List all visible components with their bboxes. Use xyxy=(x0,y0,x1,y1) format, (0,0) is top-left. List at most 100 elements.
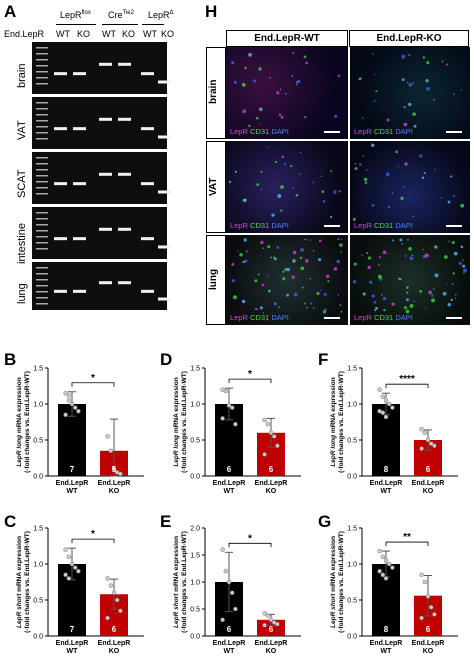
data-point xyxy=(229,405,235,410)
y-tick-label: 0.0 xyxy=(347,634,357,641)
data-point xyxy=(275,621,280,627)
x-tick-label: End.LepR xyxy=(213,480,246,487)
data-point xyxy=(108,448,114,454)
micro-image-vat-wt: LepR CD31 DAPI xyxy=(226,141,348,233)
y-tick-label: 0.5 xyxy=(190,438,200,445)
n-label: 8 xyxy=(384,465,389,474)
significance-bracket xyxy=(71,538,115,544)
data-point xyxy=(262,452,267,457)
gel-lane-label: WT xyxy=(56,29,70,39)
data-point xyxy=(72,405,78,410)
data-point xyxy=(419,446,424,451)
data-point xyxy=(262,611,267,616)
data-point xyxy=(118,608,123,614)
chart-B: 0.0 0.5 1.0 1.5 LepR long mRNA expression (-f… xyxy=(16,366,144,495)
y-tick-label: 0.0 xyxy=(190,634,200,641)
y-tick-label: 1.5 xyxy=(347,526,357,533)
panel-letter-f: F xyxy=(318,350,329,369)
n-label: 7 xyxy=(70,465,75,474)
y-tick-label: 0.5 xyxy=(33,438,43,445)
data-point xyxy=(386,561,392,567)
y-axis-label-2: (-fold changes vs. End.LepR-WT) xyxy=(181,371,188,473)
y-tick-label: 0.0 xyxy=(190,474,200,481)
data-point xyxy=(377,568,382,574)
y-tick-label: 2.0 xyxy=(190,526,200,533)
x-tick-label: KO xyxy=(423,488,434,495)
x-tick-label: End.LepR xyxy=(213,640,246,647)
y-tick-label: 1.0 xyxy=(347,402,357,409)
data-point xyxy=(390,565,395,570)
y-tick-label: 1.0 xyxy=(190,402,200,409)
x-tick-label: End.LepR xyxy=(370,480,403,487)
y-tick-label: 0.5 xyxy=(33,598,43,605)
data-point xyxy=(380,394,386,400)
x-tick-label: WT xyxy=(67,648,79,655)
gel-lane-label: KO xyxy=(161,29,175,39)
data-point xyxy=(114,597,120,603)
data-point xyxy=(223,388,229,394)
data-point xyxy=(226,403,232,408)
n-label: 6 xyxy=(426,465,431,474)
n-label: 6 xyxy=(112,625,117,634)
data-point xyxy=(226,579,232,585)
gel-group-header-1: LepRflox xyxy=(60,10,91,20)
y-tick-label: 0.5 xyxy=(347,438,357,445)
y-axis-label: LepR long mRNA expression xyxy=(16,377,23,466)
micro-column-header-wt: End.LepR-WT xyxy=(226,30,348,47)
x-tick-label: End.LepR xyxy=(370,640,403,647)
micro-image-brain-ko: LepR CD31 DAPI xyxy=(350,47,470,139)
gel-lane-label: WT xyxy=(102,29,116,39)
x-tick-label: WT xyxy=(67,488,79,495)
data-point xyxy=(76,568,81,574)
micro-image-brain-wt: LepR CD31 DAPI xyxy=(226,47,348,139)
data-point xyxy=(105,615,110,621)
chart-F: 0.0 0.5 1.0 1.5 LepR long mRNA expression (-f… xyxy=(330,366,458,495)
y-axis-label-2: (-fold changes vs. End.LepR-WT) xyxy=(24,371,31,473)
y-axis-label-2: (-fold changes vs. End.LepR-WT) xyxy=(338,531,345,633)
significance-label: ** xyxy=(403,532,411,543)
data-point xyxy=(419,572,424,578)
significance-label: **** xyxy=(399,374,415,385)
data-point xyxy=(223,568,229,574)
panel-letter-d: D xyxy=(160,350,173,369)
data-point xyxy=(425,594,431,599)
data-point xyxy=(383,414,389,420)
data-point xyxy=(63,412,68,418)
data-point xyxy=(265,613,271,618)
chart-C: 0.0 0.5 1.0 1.5 LepR short mRNA expression (-… xyxy=(16,526,144,655)
y-axis-label-2: (-fold changes vs. End.LepR-WT) xyxy=(181,531,188,633)
x-tick-label: WT xyxy=(224,488,236,495)
y-axis-label-2: (-fold changes vs. End.LepR-WT) xyxy=(338,371,345,473)
data-point xyxy=(383,576,389,581)
x-tick-label: End.LepR xyxy=(98,640,131,647)
x-tick-label: WT xyxy=(224,648,236,655)
x-tick-label: End.LepR xyxy=(412,480,445,487)
data-point xyxy=(262,417,267,423)
significance-label: * xyxy=(248,533,252,544)
micro-column-header-ko: End.LepR-KO xyxy=(349,30,469,47)
data-point xyxy=(262,622,267,628)
significance-label: * xyxy=(248,369,252,380)
data-point xyxy=(390,405,395,410)
n-label: 5 xyxy=(112,465,117,474)
panel-letter-h: H xyxy=(205,2,218,21)
data-point xyxy=(428,604,434,610)
y-tick-label: 1.5 xyxy=(33,366,43,373)
data-point xyxy=(66,554,72,560)
panel-letter-g: G xyxy=(318,512,332,531)
x-tick-label: KO xyxy=(266,648,277,655)
y-tick-label: 1.0 xyxy=(347,562,357,569)
data-point xyxy=(76,408,81,414)
x-tick-label: KO xyxy=(423,648,434,655)
data-point xyxy=(108,583,114,588)
y-tick-label: 0.0 xyxy=(33,634,43,641)
n-label: 6 xyxy=(227,625,232,634)
significance-label: * xyxy=(91,529,95,540)
data-point xyxy=(380,554,386,560)
data-point xyxy=(419,615,424,621)
data-point xyxy=(66,398,72,403)
x-tick-label: End.LepR xyxy=(56,640,89,647)
data-point xyxy=(422,430,428,436)
data-point xyxy=(69,401,75,407)
data-point xyxy=(265,421,271,427)
